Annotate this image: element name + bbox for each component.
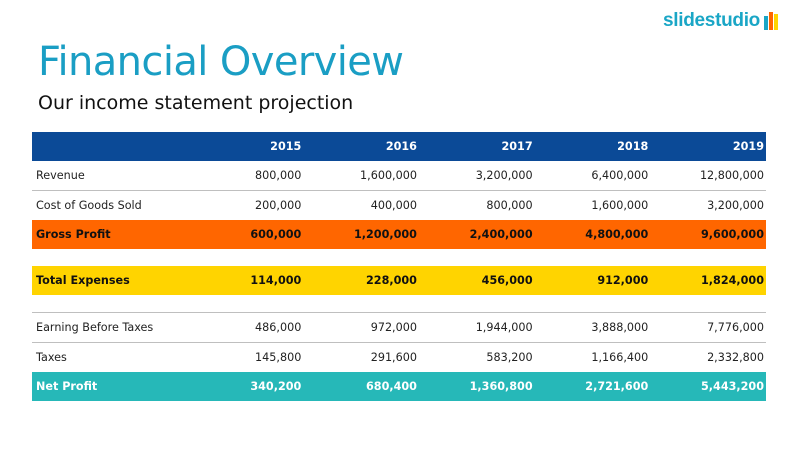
row-value: 9,600,000	[701, 228, 764, 241]
row-value: 12,800,000	[650, 161, 766, 191]
row-label: Total Expenses	[36, 274, 130, 287]
row-value: 680,400	[366, 380, 417, 393]
row-value: 2,332,800	[707, 351, 764, 364]
table-header-row: 2015 2016 2017 2018 2019	[32, 132, 766, 161]
table-spacer-row	[32, 295, 766, 313]
header-year: 2018	[617, 140, 649, 153]
table-row-gross-profit: Gross Profit 600,000 1,200,000 2,400,000…	[32, 220, 766, 249]
row-value: 6,400,000	[534, 161, 651, 191]
row-value: 1,824,000	[701, 274, 764, 287]
table-row-total-expenses: Total Expenses 114,000 228,000 456,000 9…	[32, 266, 766, 295]
row-value: 340,200	[250, 380, 302, 393]
row-value: 7,776,000	[650, 312, 766, 343]
row-value: 972,000	[303, 312, 419, 343]
row-value: 228,000	[366, 274, 417, 287]
row-value: 3,888,000	[534, 312, 651, 343]
row-value: 2,721,600	[585, 380, 649, 393]
brand-logo: slidestudio	[663, 10, 778, 32]
brand-logo-text: slidestudio	[663, 10, 760, 31]
row-label: Taxes	[36, 351, 67, 364]
row-value: 5,443,200	[701, 380, 764, 393]
header-corner	[32, 132, 188, 161]
row-value: 4,800,000	[585, 228, 649, 241]
table-row-revenue: Revenue 800,000 1,600,000 3,200,000 6,40…	[32, 161, 766, 191]
row-value: 583,200	[486, 351, 533, 364]
row-value: 912,000	[597, 274, 649, 287]
row-value: 486,000	[187, 312, 304, 343]
row-label: Cost of Goods Sold	[36, 199, 142, 212]
row-value: 1,200,000	[353, 228, 417, 241]
row-value: 114,000	[250, 274, 302, 287]
header-year: 2019	[732, 140, 764, 153]
row-label: Revenue	[32, 161, 188, 191]
row-value: 600,000	[250, 228, 302, 241]
header-year: 2017	[501, 140, 533, 153]
slide-title: Financial Overview	[38, 39, 404, 85]
slide-subtitle: Our income statement projection	[38, 92, 354, 114]
table-spacer-row	[32, 249, 766, 266]
table-row-cogs: Cost of Goods Sold 200,000 400,000 800,0…	[32, 191, 766, 221]
row-value: 291,600	[370, 351, 417, 364]
row-label: Net Profit	[36, 380, 98, 393]
row-value: 1,166,400	[591, 351, 649, 364]
row-value: 1,600,000	[591, 199, 649, 212]
row-label: Earning Before Taxes	[32, 312, 188, 343]
row-value: 200,000	[255, 199, 302, 212]
row-label: Gross Profit	[36, 228, 111, 241]
table-row-net-profit: Net Profit 340,200 680,400 1,360,800 2,7…	[32, 372, 766, 401]
table-row-taxes: Taxes 145,800 291,600 583,200 1,166,400 …	[32, 343, 766, 373]
brand-logo-mark-icon	[764, 12, 778, 30]
header-year: 2016	[385, 140, 417, 153]
row-value: 800,000	[187, 161, 304, 191]
row-value: 1,360,800	[469, 380, 533, 393]
row-value: 800,000	[486, 199, 533, 212]
table-row-ebt: Earning Before Taxes 486,000 972,000 1,9…	[32, 312, 766, 343]
row-value: 400,000	[370, 199, 417, 212]
income-statement-table: 2015 2016 2017 2018 2019 Revenue 800,000…	[32, 132, 766, 401]
row-value: 1,944,000	[418, 312, 535, 343]
row-value: 1,600,000	[303, 161, 419, 191]
row-value: 2,400,000	[469, 228, 533, 241]
row-value: 3,200,000	[707, 199, 764, 212]
header-year: 2015	[270, 140, 302, 153]
row-value: 456,000	[481, 274, 533, 287]
row-value: 3,200,000	[418, 161, 535, 191]
row-value: 145,800	[255, 351, 302, 364]
